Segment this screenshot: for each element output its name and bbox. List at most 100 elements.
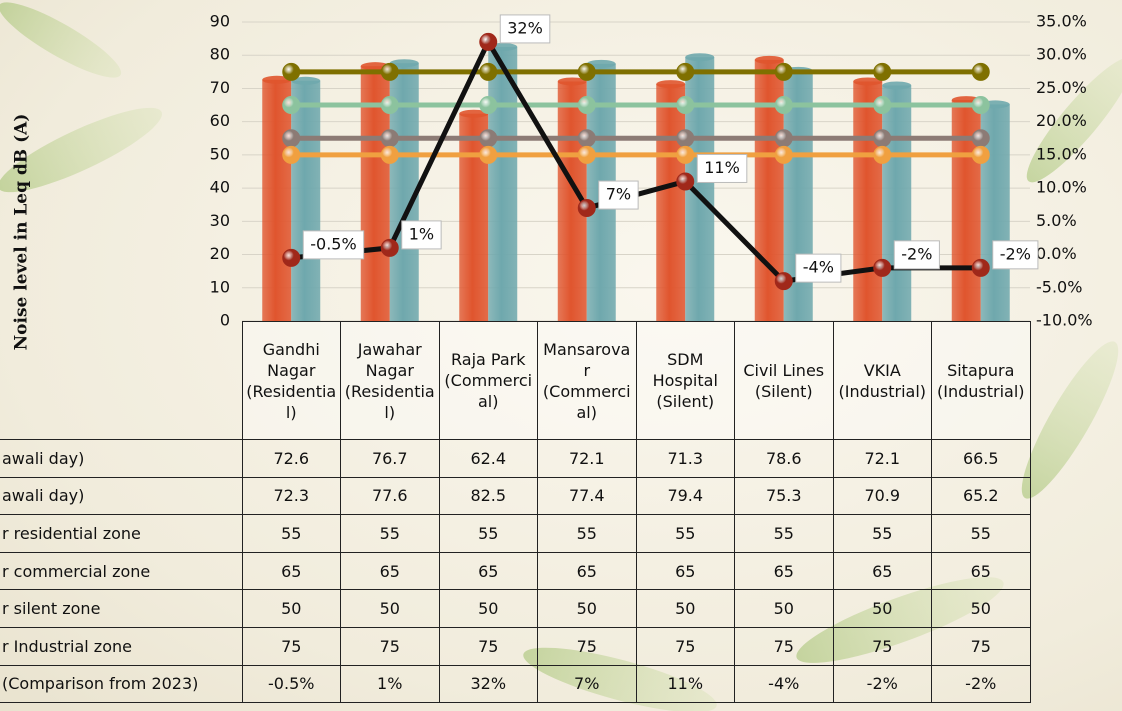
y2-tick-label: 25.0% xyxy=(1036,78,1087,97)
data-label-group: -4% xyxy=(795,253,842,283)
table-value: 75.3 xyxy=(734,476,834,516)
table-value: 7% xyxy=(537,664,637,704)
table-value: 11% xyxy=(635,664,735,704)
marker xyxy=(774,145,793,164)
table-value: 72.3 xyxy=(241,476,341,516)
table-value: 75 xyxy=(931,626,1031,666)
table-value: 75 xyxy=(635,626,735,666)
table-value: -2% xyxy=(832,664,932,704)
y2-tick-label: 15.0% xyxy=(1036,144,1087,163)
bar-cap xyxy=(685,53,715,62)
table-row: awali day) 72.6 76.7 62.4 72.1 71.3 78.6 72.1 66… xyxy=(0,439,1031,478)
bar-cap xyxy=(291,76,321,85)
bar xyxy=(262,79,292,321)
data-label-box xyxy=(795,253,842,283)
marker xyxy=(676,96,695,115)
marker xyxy=(577,62,596,81)
marker xyxy=(971,96,990,115)
table-value: 75 xyxy=(537,626,637,666)
y-tick-label: 80 xyxy=(210,45,230,64)
bar-cap xyxy=(754,55,784,64)
marker xyxy=(676,172,695,191)
marker xyxy=(774,96,793,115)
bar-cap xyxy=(656,80,686,89)
category-label: Civil Lines (Silent) xyxy=(734,321,834,440)
table-value: 50 xyxy=(734,589,834,628)
marker xyxy=(577,96,596,115)
marker xyxy=(774,272,793,291)
marker xyxy=(479,62,498,81)
y2-tick-label: 0.0% xyxy=(1036,244,1077,263)
table-row: (Comparison from 2023) -0.5% 1% 32% 7% 11% -4%… xyxy=(0,664,1031,704)
bar xyxy=(488,46,518,322)
marker xyxy=(479,32,498,51)
table-value: 32% xyxy=(438,664,538,704)
marker xyxy=(380,238,399,257)
y-tick-label: 40 xyxy=(210,178,230,197)
table-value: 55 xyxy=(537,514,637,553)
bar-cap xyxy=(459,109,489,118)
table-value: 65 xyxy=(734,551,834,591)
legend-label: r Industrial zone xyxy=(0,626,243,666)
data-label: -2% xyxy=(901,244,932,263)
data-label: -2% xyxy=(1000,244,1031,263)
data-label-group: -0.5% xyxy=(302,230,365,260)
table-value: 50 xyxy=(340,589,440,628)
table-value: 55 xyxy=(832,514,932,553)
table-value: 65 xyxy=(635,551,735,591)
table-value: -2% xyxy=(931,664,1031,704)
category-label: Mansarovar (Commercial) xyxy=(537,321,637,440)
y2-tick-label: 30.0% xyxy=(1036,45,1087,64)
data-label-group: 11% xyxy=(696,153,748,183)
data-label-box xyxy=(598,180,639,210)
table-value: 77.6 xyxy=(340,476,440,516)
table-value: 72.1 xyxy=(537,439,637,478)
data-label-group: 32% xyxy=(499,14,551,44)
table-row: r Industrial zone 75 75 75 75 75 75 75 75 xyxy=(0,626,1031,666)
data-label-box xyxy=(499,14,551,44)
data-label: 11% xyxy=(704,158,740,177)
marker xyxy=(577,145,596,164)
marker xyxy=(774,62,793,81)
y2-tick-label: 20.0% xyxy=(1036,111,1087,130)
legend-label: (Comparison from 2023) xyxy=(0,664,243,704)
legend-label: r silent zone xyxy=(0,589,243,628)
marker xyxy=(282,248,301,267)
table-value: 50 xyxy=(832,589,932,628)
table-header-row: Gandhi Nagar (Residential) Jawahar Nagar … xyxy=(0,321,1031,440)
table-value: 55 xyxy=(438,514,538,553)
data-label-box xyxy=(302,230,365,260)
marker xyxy=(873,62,892,81)
bar-cap xyxy=(586,59,616,68)
table-value: 65 xyxy=(241,551,341,591)
y-tick-label: 10 xyxy=(210,277,230,296)
table-value: 65 xyxy=(931,551,1031,591)
data-label: 1% xyxy=(409,224,434,243)
table-value: 75 xyxy=(438,626,538,666)
table-value: 77.4 xyxy=(537,476,637,516)
table-value: 55 xyxy=(340,514,440,553)
table-value: 50 xyxy=(241,589,341,628)
marker xyxy=(971,258,990,277)
data-table: Gandhi Nagar (Residential) Jawahar Nagar … xyxy=(0,321,1031,704)
y2-tick-label: 10.0% xyxy=(1036,178,1087,197)
category-label: Jawahar Nagar (Residential) xyxy=(340,321,440,440)
bar xyxy=(853,81,883,322)
table-row: r residential zone 55 55 55 55 55 55 55 55 xyxy=(0,514,1031,553)
table-value: 65.2 xyxy=(931,476,1031,516)
bar-cap xyxy=(389,59,419,68)
marker xyxy=(282,62,301,81)
data-label: -4% xyxy=(803,258,834,277)
y-axis-label: Noise level in Leq dB (A) xyxy=(12,114,32,351)
table-value: 55 xyxy=(635,514,735,553)
data-label-group: 7% xyxy=(598,180,639,210)
data-label-box xyxy=(696,153,748,183)
table-value: -0.5% xyxy=(241,664,341,704)
marker xyxy=(873,96,892,115)
data-label-group: 1% xyxy=(401,220,442,250)
category-label: SDM Hospital (Silent) xyxy=(635,321,735,440)
y-tick-label: 90 xyxy=(210,12,230,31)
y-tick-label: 30 xyxy=(210,211,230,230)
table-value: 76.7 xyxy=(340,439,440,478)
